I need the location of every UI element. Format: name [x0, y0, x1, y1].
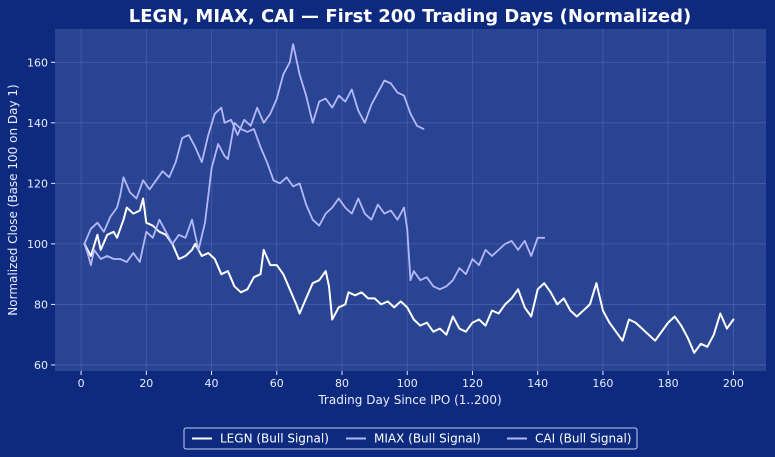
y-tick-label: 120 — [27, 177, 48, 190]
legend-label: LEGN (Bull Signal) — [220, 432, 329, 446]
series-line-cai — [83, 43, 425, 245]
x-tick-label: 200 — [723, 377, 744, 390]
x-tick-label: 160 — [592, 377, 613, 390]
x-axis-label: Trading Day Since IPO (1..200) — [317, 393, 501, 407]
legend-label: MIAX (Bull Signal) — [374, 432, 481, 446]
legend-box — [183, 427, 638, 450]
y-tick-label: 100 — [27, 238, 48, 251]
y-axis-label: Normalized Close (Base 100 on Day 1) — [6, 84, 20, 315]
x-ticks: 0 20 40 60 80 100 120 140 160 180 200 — [78, 371, 744, 390]
legend-items: LEGN (Bull Signal) MIAX (Bull Signal) CAI … — [192, 432, 632, 446]
y-tick-label: 140 — [27, 117, 48, 130]
legend: LEGN (Bull Signal) MIAX (Bull Signal) CAI … — [183, 427, 638, 450]
plot-area — [55, 29, 766, 371]
grid-lines — [55, 29, 766, 371]
x-tick-label: 120 — [462, 377, 483, 390]
y-tick-label: 80 — [34, 298, 48, 311]
y-ticks: 60 80 100 120 140 160 — [27, 56, 55, 372]
series-lines — [83, 43, 735, 354]
x-tick-label: 80 — [335, 377, 349, 390]
x-tick-label: 0 — [78, 377, 85, 390]
series-line-legn — [83, 197, 735, 354]
x-tick-label: 20 — [139, 377, 153, 390]
series-line-miax — [83, 121, 546, 291]
chart-title: LEGN, MIAX, CAI — First 200 Trading Days… — [129, 6, 692, 27]
x-tick-label: 180 — [658, 377, 679, 390]
y-tick-label: 160 — [27, 56, 48, 69]
x-tick-label: 60 — [270, 377, 284, 390]
x-tick-label: 100 — [397, 377, 418, 390]
y-tick-label: 60 — [34, 359, 48, 372]
legend-label: CAI (Bull Signal) — [535, 432, 632, 446]
x-tick-label: 40 — [205, 377, 219, 390]
x-tick-label: 140 — [527, 377, 548, 390]
